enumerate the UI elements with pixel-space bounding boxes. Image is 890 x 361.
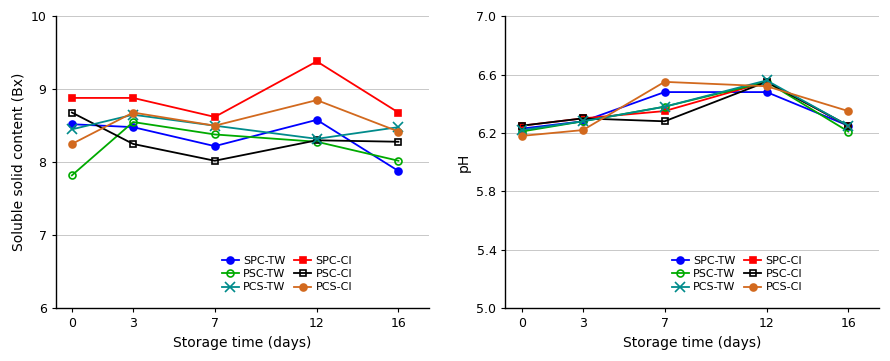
SPC-CI bbox=[393, 110, 404, 115]
PCS-TW bbox=[761, 78, 772, 83]
SPC-CI bbox=[578, 116, 588, 121]
Line: PSC-TW: PSC-TW bbox=[69, 118, 402, 179]
Line: SPC-TW: SPC-TW bbox=[69, 116, 402, 174]
SPC-TW bbox=[578, 119, 588, 123]
PCS-TW bbox=[312, 137, 322, 141]
PSC-CI bbox=[209, 158, 220, 163]
PSC-CI bbox=[128, 142, 139, 146]
Line: PSC-TW: PSC-TW bbox=[518, 78, 852, 135]
Line: PCS-TW: PCS-TW bbox=[67, 110, 403, 144]
PCS-CI bbox=[209, 123, 220, 128]
SPC-CI bbox=[312, 59, 322, 64]
PCS-TW bbox=[843, 123, 854, 128]
PCS-CI bbox=[659, 80, 670, 84]
PSC-CI bbox=[312, 138, 322, 143]
Line: PSC-CI: PSC-CI bbox=[69, 109, 402, 164]
SPC-CI bbox=[67, 96, 77, 100]
PSC-TW bbox=[67, 173, 77, 178]
X-axis label: Storage time (days): Storage time (days) bbox=[174, 336, 312, 350]
PCS-CI bbox=[843, 109, 854, 113]
PCS-TW bbox=[578, 119, 588, 123]
PSC-TW bbox=[312, 140, 322, 144]
SPC-TW bbox=[128, 125, 139, 129]
PCS-TW bbox=[209, 123, 220, 128]
PCS-TW bbox=[659, 105, 670, 109]
SPC-CI bbox=[761, 80, 772, 84]
SPC-TW bbox=[209, 144, 220, 148]
Legend: SPC-TW, PSC-TW, PCS-TW, SPC-CI, PSC-CI, PCS-CI: SPC-TW, PSC-TW, PCS-TW, SPC-CI, PSC-CI, … bbox=[668, 251, 806, 297]
X-axis label: Storage time (days): Storage time (days) bbox=[623, 336, 761, 350]
PCS-TW bbox=[67, 127, 77, 131]
PCS-CI bbox=[516, 134, 527, 138]
SPC-CI bbox=[659, 109, 670, 113]
PSC-TW bbox=[516, 129, 527, 134]
Line: SPC-TW: SPC-TW bbox=[518, 88, 852, 132]
PCS-CI bbox=[578, 128, 588, 132]
PCS-CI bbox=[393, 129, 404, 134]
PSC-TW bbox=[128, 120, 139, 124]
SPC-CI bbox=[128, 96, 139, 100]
PSC-CI bbox=[393, 140, 404, 144]
PSC-TW bbox=[578, 119, 588, 123]
Line: PCS-TW: PCS-TW bbox=[517, 75, 854, 135]
PSC-CI bbox=[67, 110, 77, 115]
PCS-TW bbox=[393, 125, 404, 129]
Line: SPC-CI: SPC-CI bbox=[518, 78, 852, 129]
PCS-CI bbox=[128, 110, 139, 115]
PSC-CI bbox=[761, 80, 772, 84]
Line: PCS-CI: PCS-CI bbox=[518, 78, 852, 139]
PSC-CI bbox=[843, 123, 854, 128]
Line: PSC-CI: PSC-CI bbox=[518, 78, 852, 129]
SPC-TW bbox=[516, 126, 527, 131]
PSC-TW bbox=[209, 132, 220, 136]
Y-axis label: pH: pH bbox=[457, 153, 471, 172]
PSC-CI bbox=[659, 119, 670, 123]
PSC-CI bbox=[516, 123, 527, 128]
PCS-CI bbox=[312, 98, 322, 102]
SPC-TW bbox=[659, 90, 670, 94]
SPC-TW bbox=[843, 123, 854, 128]
SPC-TW bbox=[393, 169, 404, 173]
SPC-TW bbox=[67, 122, 77, 126]
PSC-TW bbox=[843, 129, 854, 134]
SPC-TW bbox=[761, 90, 772, 94]
PCS-TW bbox=[128, 113, 139, 117]
Line: PCS-CI: PCS-CI bbox=[69, 97, 402, 147]
PSC-CI bbox=[578, 116, 588, 121]
PCS-CI bbox=[67, 142, 77, 146]
Legend: SPC-TW, PSC-TW, PCS-TW, SPC-CI, PSC-CI, PCS-CI: SPC-TW, PSC-TW, PCS-TW, SPC-CI, PSC-CI, … bbox=[218, 251, 357, 297]
Line: SPC-CI: SPC-CI bbox=[69, 58, 402, 120]
PSC-TW bbox=[393, 158, 404, 163]
PCS-TW bbox=[516, 128, 527, 132]
PSC-TW bbox=[659, 105, 670, 109]
SPC-CI bbox=[516, 123, 527, 128]
Y-axis label: Soluble solid content (Bx): Soluble solid content (Bx) bbox=[11, 73, 25, 251]
PCS-CI bbox=[761, 84, 772, 88]
PSC-TW bbox=[761, 80, 772, 84]
SPC-CI bbox=[843, 123, 854, 128]
SPC-TW bbox=[312, 118, 322, 122]
SPC-CI bbox=[209, 115, 220, 119]
